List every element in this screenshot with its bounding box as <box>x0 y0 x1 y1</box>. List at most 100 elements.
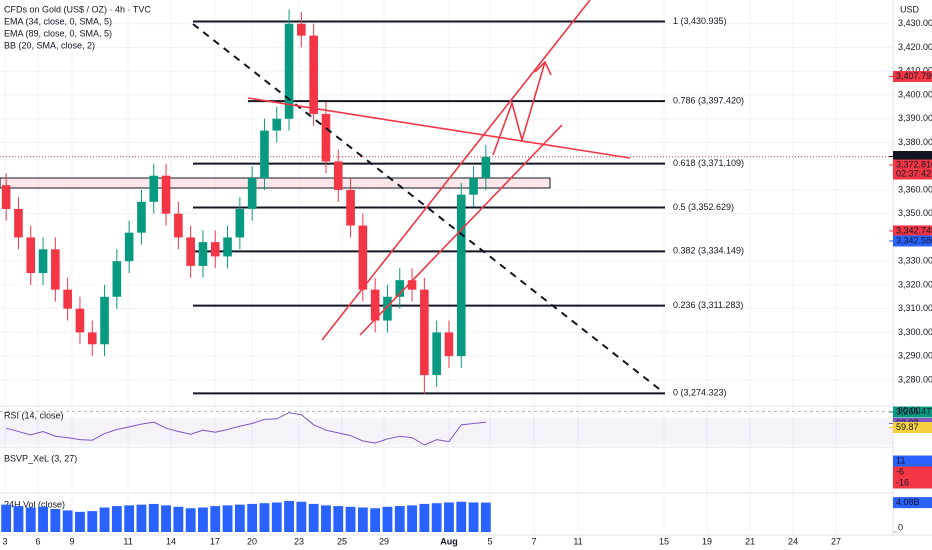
y-tick-label: 3,400.000 <box>898 89 932 99</box>
candle-body <box>420 289 429 376</box>
rsi-tick-label: 80.00 <box>898 406 921 416</box>
candle-body <box>14 208 23 238</box>
candle-body <box>87 332 97 345</box>
y-tick-label: 3,310.000 <box>898 303 932 313</box>
x-tick-label: 14 <box>166 536 176 546</box>
rsi-line <box>6 412 486 446</box>
pane-label: BSVP_XeL (3, 27) <box>4 453 77 463</box>
candle-body <box>260 130 269 179</box>
x-tick-label: 21 <box>745 536 755 546</box>
candle-body <box>75 308 85 333</box>
candle-body <box>124 232 134 262</box>
candle-body <box>321 113 331 162</box>
volume-bar <box>308 503 319 532</box>
price-tag: 3,407.799 <box>896 71 932 81</box>
volume-bar <box>456 501 467 532</box>
candle-body <box>235 208 245 238</box>
volume-bar <box>185 508 196 532</box>
volume-bar <box>480 502 491 532</box>
volume-tick-label: 0 <box>898 522 903 532</box>
x-tick-label: 19 <box>702 536 712 546</box>
volume-bar <box>111 506 122 532</box>
fib-label: 0.618 (3,371.109) <box>673 158 744 168</box>
candle-body <box>137 201 146 233</box>
fib-label: 0.382 (3,334.149) <box>673 246 744 256</box>
trend-line <box>247 97 631 159</box>
volume-bar <box>321 505 331 532</box>
arrow-head <box>534 60 552 76</box>
x-tick-label: 17 <box>210 536 220 546</box>
price-tag: 3,372.810 <box>896 159 932 169</box>
x-tick-label: Aug <box>440 536 458 546</box>
price-tag-sub: 02:37:42 <box>896 168 931 178</box>
y-tick-label: 3,360.000 <box>898 184 932 194</box>
candle-body <box>174 213 183 238</box>
bsvp-tag: -16 <box>896 477 909 487</box>
volume-bar <box>38 506 48 532</box>
volume-bar <box>419 503 430 532</box>
price-tag: 3,266.477 <box>896 406 932 416</box>
y-tick-label: 3,300.000 <box>898 327 932 337</box>
volume-bar <box>124 505 135 532</box>
fib-label: 0.5 (3,352.629) <box>673 202 734 212</box>
y-tick-label: 3,410.000 <box>898 66 932 76</box>
volume-bar <box>407 505 417 532</box>
x-tick-label: 29 <box>379 536 389 546</box>
y-tick-label: 3,290.000 <box>898 351 932 361</box>
price-tag: 3,342.580 <box>896 235 932 245</box>
candle-body <box>63 289 72 309</box>
volume-tag: 4.08B <box>896 497 920 507</box>
candle-body <box>26 237 36 274</box>
channel-line <box>321 0 591 341</box>
indicator-label: EMA (89, close, 0, SMA, 5) <box>4 28 112 38</box>
fib-label: 0.236 (3,311.283) <box>673 300 743 310</box>
candle-body <box>481 156 491 179</box>
y-tick-label: 3,320.000 <box>898 279 932 289</box>
volume-bar <box>296 501 307 532</box>
volume-bar <box>87 511 98 532</box>
candle-body <box>469 178 478 195</box>
candle-body <box>210 242 220 257</box>
rsi-tag: 59.87 <box>896 422 919 432</box>
candle-body <box>456 194 466 357</box>
price-tag-box <box>893 235 932 247</box>
price-tag-box <box>893 150 932 162</box>
fib-label: 0 (3,274.323) <box>673 388 727 398</box>
x-tick-label: 20 <box>247 536 257 546</box>
volume-bar <box>357 507 368 532</box>
candle-body <box>198 242 208 266</box>
volume-bar <box>247 503 258 532</box>
volume-tag-box <box>893 497 932 509</box>
fib-layer: 1 (3,430.935) 0.786 (3,397.420) 0.618 (3,3… <box>193 16 744 398</box>
symbol-title: CFDs on Gold (US$ / OZ) · 4h · TVC <box>4 4 151 14</box>
x-tick-label: 15 <box>659 536 669 546</box>
x-tick-label: 5 <box>488 536 493 546</box>
candle-body <box>38 249 48 274</box>
volume-bar <box>25 507 36 532</box>
volume-bar <box>173 506 184 532</box>
bsvp-tag: 11 <box>896 455 905 465</box>
bsvp-tag-box <box>893 466 932 478</box>
price-tag-box <box>893 70 932 82</box>
candle-body <box>186 237 195 266</box>
price-tag-box <box>893 406 932 418</box>
bsvp-tag: -6 <box>896 466 904 476</box>
axis-layer: 3,280.000 3,290.000 3,300.000 3,310.000 3,32… <box>3 18 932 546</box>
volume-bar <box>198 507 208 532</box>
x-tick-label: 27 <box>831 536 841 546</box>
candle-body <box>333 161 343 190</box>
volume-bar <box>271 502 282 532</box>
volume-bar <box>259 503 270 532</box>
trend-line-dashed <box>192 23 664 393</box>
fib-label: 1 (3,430.935) <box>673 16 727 26</box>
y-tick-label: 3,330.000 <box>898 256 932 266</box>
volume-bar <box>62 510 73 532</box>
volume-bar <box>284 501 294 532</box>
candle-body <box>297 23 306 36</box>
volume-bar <box>161 505 171 532</box>
price-tag-box <box>893 159 932 180</box>
volume-bar <box>444 502 454 532</box>
volume-bar <box>136 504 147 532</box>
candle-body <box>247 178 257 209</box>
